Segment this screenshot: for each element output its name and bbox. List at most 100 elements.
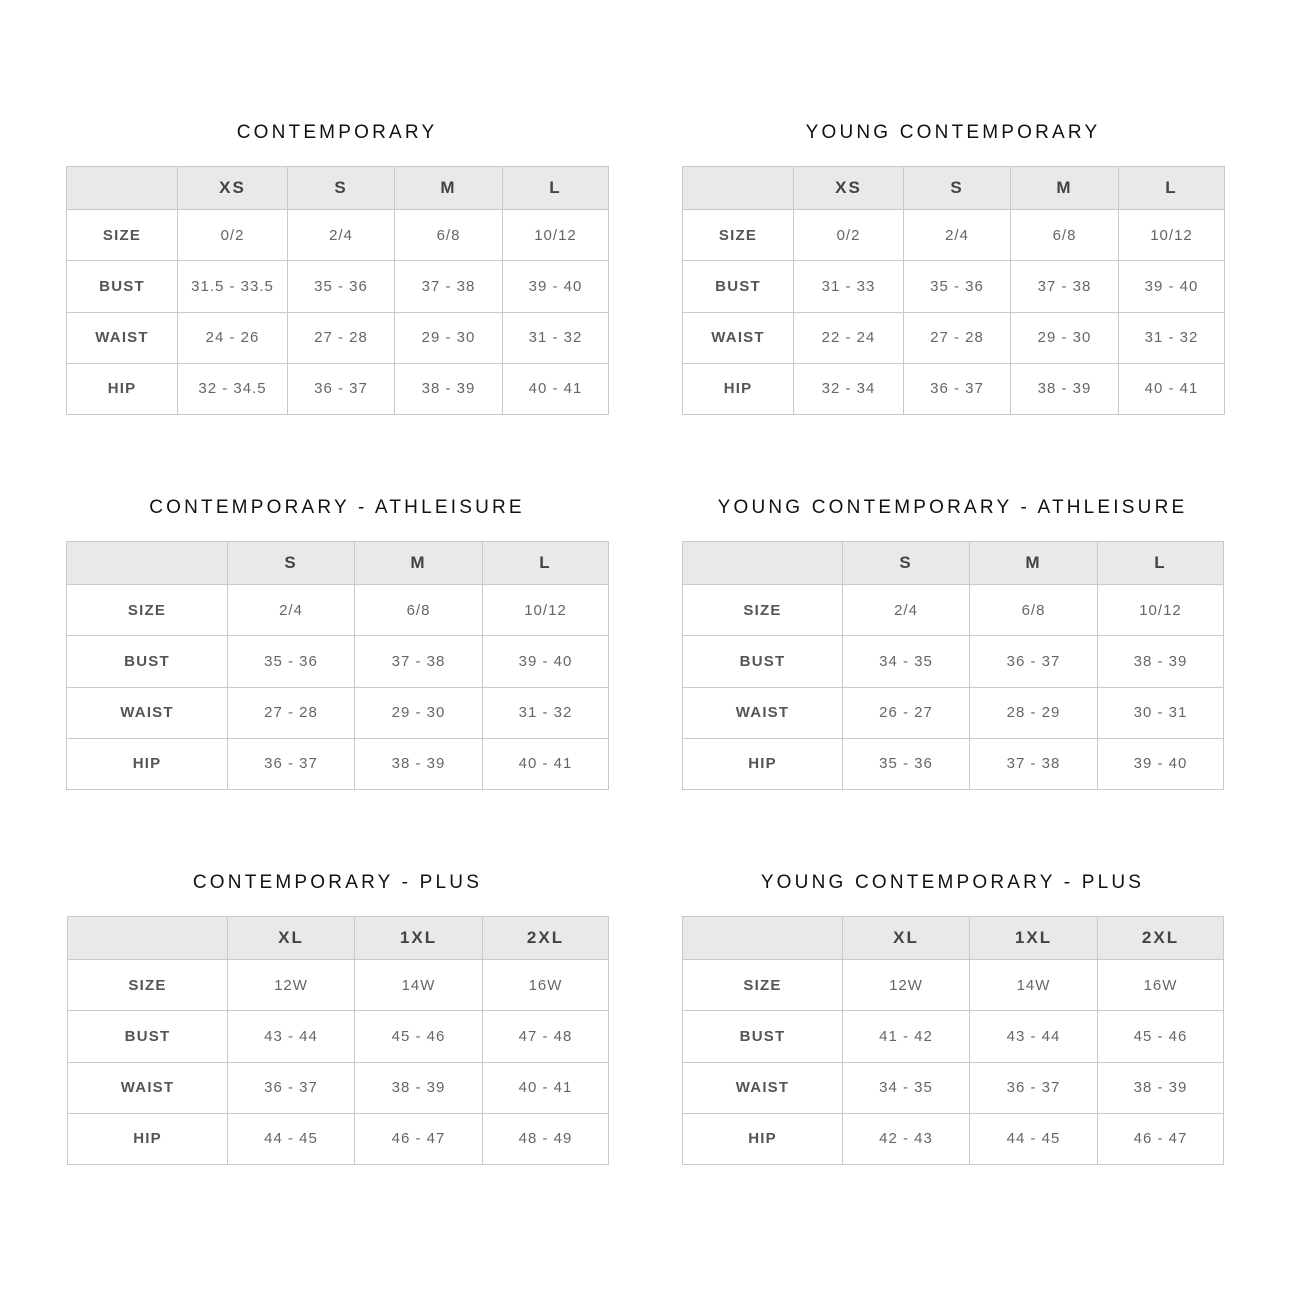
- size-chart-young-contemporary-plus: YOUNG CONTEMPORARY - PLUS XL 1XL 2XL SIZE 12W…: [682, 872, 1224, 1166]
- measurement-cell: 36 - 37: [287, 362, 395, 416]
- measurement-cell: 39 - 40: [482, 635, 609, 688]
- chart-title: CONTEMPORARY: [236, 122, 438, 143]
- measurement-cell: 10/12: [482, 583, 609, 637]
- row-label: HIP: [66, 362, 178, 416]
- table-row: BUST 41 - 42 43 - 44 45 - 46: [682, 1010, 1224, 1063]
- column-header: S: [903, 166, 1011, 210]
- table-row: SIZE 0/2 2/4 6/8 10/12: [682, 208, 1225, 262]
- column-header: [682, 541, 843, 585]
- row-label: WAIST: [682, 311, 794, 364]
- table-row: BUST 35 - 36 37 - 38 39 - 40: [66, 635, 609, 688]
- measurement-cell: 41 - 42: [842, 1010, 970, 1063]
- measurement-cell: 45 - 46: [1097, 1010, 1224, 1063]
- measurement-cell: 38 - 39: [1010, 362, 1119, 416]
- measurement-cell: 36 - 37: [227, 1061, 355, 1114]
- header-row: XS S M L: [682, 166, 1225, 210]
- size-table: S M L SIZE 2/4 6/8 10/12 BUST 34 - 35 36 - 37 38 -…: [682, 541, 1224, 791]
- table-row: SIZE 12W 14W 16W: [67, 958, 609, 1012]
- column-header: M: [354, 541, 483, 585]
- measurement-cell: 6/8: [394, 208, 503, 262]
- chart-title: CONTEMPORARY - PLUS: [192, 872, 483, 893]
- measurement-cell: 43 - 44: [969, 1010, 1098, 1063]
- measurement-cell: 31 - 32: [482, 686, 609, 739]
- measurement-cell: 2/4: [287, 208, 395, 262]
- measurement-cell: 27 - 28: [227, 686, 355, 739]
- measurement-cell: 37 - 38: [1010, 260, 1119, 313]
- column-header: XL: [842, 916, 970, 960]
- size-table: XS S M L SIZE 0/2 2/4 6/8 10/12 BUST 31.5 - 33.5 35…: [66, 166, 609, 416]
- column-header: XL: [227, 916, 355, 960]
- table-row: WAIST 26 - 27 28 - 29 30 - 31: [682, 686, 1224, 739]
- row-label: HIP: [67, 1112, 228, 1166]
- measurement-cell: 38 - 39: [354, 1061, 483, 1114]
- measurement-cell: 6/8: [969, 583, 1098, 637]
- measurement-cell: 10/12: [1118, 208, 1225, 262]
- column-header: L: [1097, 541, 1224, 585]
- measurement-cell: 16W: [1097, 958, 1224, 1012]
- header-row: XS S M L: [66, 166, 609, 210]
- column-header: [66, 166, 178, 210]
- row-label: SIZE: [66, 583, 228, 637]
- measurement-cell: 6/8: [1010, 208, 1119, 262]
- measurement-cell: 29 - 30: [1010, 311, 1119, 364]
- column-header: 2XL: [482, 916, 609, 960]
- measurement-cell: 35 - 36: [842, 737, 970, 791]
- chart-title: YOUNG CONTEMPORARY: [805, 122, 1101, 143]
- measurement-cell: 46 - 47: [1097, 1112, 1224, 1166]
- measurement-cell: 31.5 - 33.5: [177, 260, 288, 313]
- row-label: BUST: [682, 635, 843, 688]
- row-label: BUST: [682, 1010, 843, 1063]
- table-row: WAIST 34 - 35 36 - 37 38 - 39: [682, 1061, 1224, 1114]
- table-row: SIZE 0/2 2/4 6/8 10/12: [66, 208, 609, 262]
- measurement-cell: 32 - 34.5: [177, 362, 288, 416]
- measurement-cell: 36 - 37: [903, 362, 1011, 416]
- size-table: XS S M L SIZE 0/2 2/4 6/8 10/12 BUST 31 - 33 35 - 3…: [682, 166, 1225, 416]
- column-header: S: [227, 541, 355, 585]
- column-header: S: [842, 541, 970, 585]
- measurement-cell: 35 - 36: [227, 635, 355, 688]
- measurement-cell: 36 - 37: [969, 635, 1098, 688]
- column-header: [66, 541, 228, 585]
- measurement-cell: 40 - 41: [1118, 362, 1225, 416]
- measurement-cell: 27 - 28: [903, 311, 1011, 364]
- measurement-cell: 47 - 48: [482, 1010, 609, 1063]
- measurement-cell: 27 - 28: [287, 311, 395, 364]
- row-label: HIP: [682, 737, 843, 791]
- measurement-cell: 31 - 32: [1118, 311, 1225, 364]
- measurement-cell: 35 - 36: [287, 260, 395, 313]
- measurement-cell: 22 - 24: [793, 311, 904, 364]
- chart-title: YOUNG CONTEMPORARY - PLUS: [760, 872, 1145, 893]
- table-row: HIP 32 - 34 36 - 37 38 - 39 40 - 41: [682, 362, 1225, 416]
- row-label: BUST: [67, 1010, 228, 1063]
- column-header: XS: [177, 166, 288, 210]
- measurement-cell: 12W: [842, 958, 970, 1012]
- measurement-cell: 2/4: [227, 583, 355, 637]
- row-label: WAIST: [66, 311, 178, 364]
- row-label: WAIST: [66, 686, 228, 739]
- column-header: 1XL: [354, 916, 483, 960]
- measurement-cell: 10/12: [1097, 583, 1224, 637]
- measurement-cell: 43 - 44: [227, 1010, 355, 1063]
- column-header: XS: [793, 166, 904, 210]
- measurement-cell: 24 - 26: [177, 311, 288, 364]
- row-label: WAIST: [682, 686, 843, 739]
- size-chart-young-contemporary: YOUNG CONTEMPORARY XS S M L SIZE 0/2 2/4 6/8 10/1…: [682, 122, 1225, 416]
- measurement-cell: 32 - 34: [793, 362, 904, 416]
- column-header: [682, 916, 843, 960]
- measurement-cell: 42 - 43: [842, 1112, 970, 1166]
- measurement-cell: 37 - 38: [969, 737, 1098, 791]
- measurement-cell: 36 - 37: [969, 1061, 1098, 1114]
- measurement-cell: 44 - 45: [227, 1112, 355, 1166]
- table-row: BUST 43 - 44 45 - 46 47 - 48: [67, 1010, 609, 1063]
- measurement-cell: 35 - 36: [903, 260, 1011, 313]
- measurement-cell: 37 - 38: [354, 635, 483, 688]
- measurement-cell: 14W: [354, 958, 483, 1012]
- table-row: WAIST 24 - 26 27 - 28 29 - 30 31 - 32: [66, 311, 609, 364]
- table-row: SIZE 2/4 6/8 10/12: [66, 583, 609, 637]
- measurement-cell: 29 - 30: [354, 686, 483, 739]
- column-header: M: [394, 166, 503, 210]
- measurement-cell: 31 - 32: [502, 311, 609, 364]
- measurement-cell: 2/4: [903, 208, 1011, 262]
- column-header: [67, 916, 228, 960]
